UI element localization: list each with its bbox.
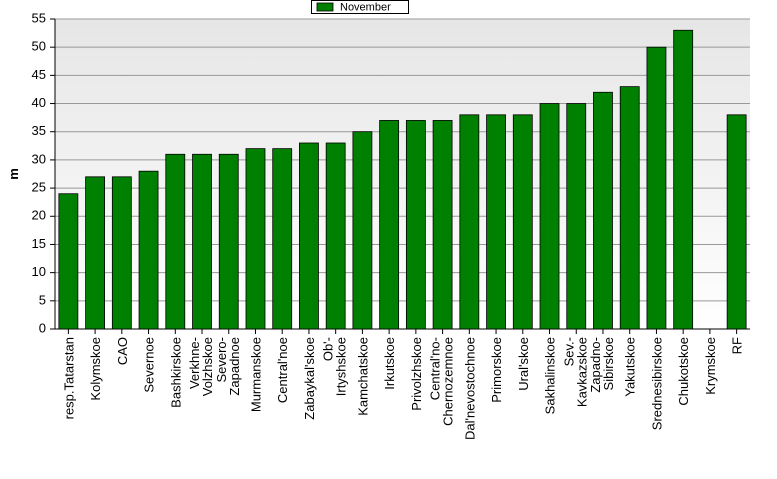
bar (726, 114, 747, 330)
y-tick-label: 45 (32, 67, 46, 82)
y-tick-label: 20 (32, 208, 46, 223)
bar (646, 46, 667, 330)
bar (593, 91, 613, 330)
bar (325, 142, 346, 330)
bar (432, 120, 453, 330)
bar (58, 193, 79, 330)
x-tick-label: Krymskoe (703, 337, 718, 395)
bar (539, 103, 560, 330)
y-tick-label: 25 (32, 180, 46, 195)
x-tick-label: Central'no-Chernozemnoe (428, 337, 456, 426)
y-axis-label: m (6, 168, 21, 180)
x-tick-label: Privolzhskoe (409, 337, 424, 411)
bar (218, 153, 239, 330)
bar (459, 114, 480, 330)
x-tick-label: Murmanskoe (248, 337, 263, 412)
bar (512, 114, 533, 330)
x-tick-label: Kamchatskoe (355, 337, 370, 416)
y-tick-label: 5 (39, 292, 46, 307)
bar (138, 170, 159, 330)
bar (619, 86, 640, 330)
legend-swatch (316, 2, 334, 12)
y-tick-label: 50 (32, 39, 46, 54)
x-tick-label: Dal'nevostochnoe (462, 337, 477, 440)
bar (272, 148, 293, 330)
x-tick-label: Primorskoe (489, 337, 504, 403)
y-tick-label: 55 (32, 10, 46, 25)
x-tick-label: Chukotskoe (676, 337, 691, 406)
bar (165, 153, 186, 330)
x-tick-label: Sev.-Kavkazskoe (561, 337, 589, 407)
legend-label: November (340, 1, 391, 13)
x-tick-label: Verkhne-Volzhskoe (187, 337, 215, 396)
bar (85, 176, 105, 330)
y-tick-label: 10 (32, 264, 46, 279)
x-tick-label: Sakhalinskoe (543, 337, 558, 414)
y-tick-label: 30 (32, 151, 46, 166)
x-tick-label: Severnoe (142, 337, 157, 393)
x-tick-label: Bashkirskoe (168, 337, 183, 408)
bar (405, 120, 426, 330)
bar (299, 142, 319, 330)
x-tick-label: Srednesibirskoe (649, 337, 664, 430)
x-tick-label: Kolymskoe (88, 337, 103, 401)
x-tick-label: Yakutskoe (623, 337, 638, 397)
bar (192, 153, 212, 330)
x-tick-label: resp.Tatarstan (61, 337, 76, 419)
x-tick-label: Central'noe (275, 337, 290, 403)
bar (111, 176, 132, 330)
bar (352, 131, 373, 330)
x-tick-label: Ob'-Irtyshskoe (321, 337, 349, 396)
y-tick-label: 35 (32, 123, 46, 138)
x-tick-label: Ural'skoe (516, 337, 531, 391)
bar (486, 114, 506, 330)
bar (379, 120, 400, 330)
bar (566, 103, 587, 330)
x-tick-label: Severo-Zapadnoe (214, 337, 242, 396)
x-tick-label: Zapadno-Sibirskoe (588, 337, 616, 393)
x-tick-label: Irkutskoe (382, 337, 397, 390)
bar (673, 29, 694, 330)
plot-area (55, 19, 750, 329)
bar (245, 148, 266, 330)
x-tick-label: CAO (115, 337, 130, 365)
x-tick-label: Zabaykal'skoe (302, 337, 317, 420)
y-tick-label: 0 (39, 320, 46, 335)
legend: November (311, 0, 409, 14)
y-tick-label: 15 (32, 236, 46, 251)
x-tick-label: RF (730, 337, 745, 354)
y-tick-label: 40 (32, 95, 46, 110)
legend-box (311, 0, 409, 14)
